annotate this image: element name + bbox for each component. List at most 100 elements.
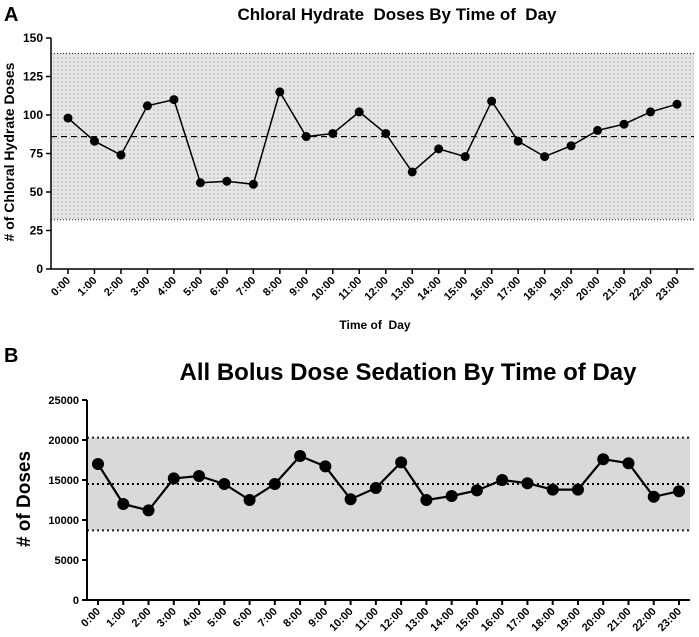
panel-b-data-point xyxy=(521,477,534,490)
panel-b-data-point xyxy=(117,498,130,510)
panel-a-x-tick-label: 4:00 xyxy=(155,275,179,299)
panel-a-data-point xyxy=(513,136,523,146)
panel-b-x-tick-label: 16:00 xyxy=(479,606,507,634)
panel-a-data-point xyxy=(672,99,682,109)
panel-b-data-point xyxy=(597,453,610,466)
panel-b-x-tick-label: 6:00 xyxy=(231,606,255,630)
panel-a-data-point xyxy=(169,95,179,105)
panel-a-x-tick-label: 13:00 xyxy=(389,275,417,303)
panel-a-x-tick-label: 0:00 xyxy=(49,275,73,299)
panel-a-x-tick-label: 16:00 xyxy=(468,275,496,303)
panel-b-chart: B All Bolus Dose Sedation By Time of Day… xyxy=(4,345,690,634)
panel-b-x-tick-label: 1:00 xyxy=(104,606,128,630)
panel-b-data-point xyxy=(167,472,180,485)
panel-b-data-point xyxy=(344,493,357,506)
panel-b-x-tick-label: 8:00 xyxy=(281,606,305,630)
panel-b-data-point xyxy=(142,504,155,517)
panel-a-x-tick-label: 23:00 xyxy=(654,275,682,303)
panel-a-data-point xyxy=(354,107,364,117)
panel-a-data-point xyxy=(593,125,603,135)
panel-a-y-tick-label: 0 xyxy=(36,262,43,276)
panel-b-y-tick-label: 20000 xyxy=(48,435,79,447)
panel-b-x-tick-label: 4:00 xyxy=(180,606,204,630)
panel-a-data-point xyxy=(301,132,311,142)
panel-b-y-tick-label: 15000 xyxy=(48,475,79,487)
panel-b-x-tick-label: 13:00 xyxy=(403,606,431,634)
panel-a-x-tick-label: 15:00 xyxy=(442,275,470,303)
panel-b-x-ticks: 0:00 1:00 2:00 3:00 4:00 5:00 6:00 7:00 8:00 9:00… xyxy=(79,600,684,634)
panel-a-data-point xyxy=(566,141,576,151)
panel-a-y-tick-label: 150 xyxy=(23,31,43,45)
panel-a-letter: A xyxy=(4,4,18,26)
panel-a-series xyxy=(63,87,682,189)
panel-a-x-tick-label: 2:00 xyxy=(102,275,126,299)
panel-b-title: All Bolus Dose Sedation By Time of Day xyxy=(180,359,638,386)
panel-a-x-tick-label: 17:00 xyxy=(495,275,523,303)
panel-a-title: Chloral Hydrate Doses By Time of Day xyxy=(237,5,557,24)
panel-b-data-point xyxy=(420,494,433,506)
panel-b-y-tick-label: 0 xyxy=(73,595,79,607)
panel-b-x-tick-label: 15:00 xyxy=(454,606,482,634)
panel-a-y-tick-label: 75 xyxy=(30,147,44,161)
panel-a-x-tick-label: 8:00 xyxy=(261,275,285,299)
panel-b-data-point xyxy=(369,482,382,494)
panel-b-data-point xyxy=(445,490,458,502)
panel-b-x-tick-label: 22:00 xyxy=(630,606,658,634)
panel-b-data-point xyxy=(268,478,281,490)
panel-a-y-tick-label: 100 xyxy=(23,108,43,122)
panel-b-x-tick-label: 23:00 xyxy=(656,606,684,634)
panel-a-data-point xyxy=(275,87,285,97)
panel-b-series xyxy=(92,450,685,517)
panel-b-x-tick-label: 2:00 xyxy=(130,606,154,630)
panel-a-y-tick-label: 25 xyxy=(30,224,44,238)
panel-a-data-point xyxy=(460,152,470,162)
panel-a-series-line xyxy=(67,90,678,186)
panel-a-y-axis-label: # of Chloral Hydrate Doses xyxy=(1,62,17,241)
panel-a-data-point xyxy=(222,176,232,186)
panel-b-data-point xyxy=(673,485,685,498)
panel-b-data-point xyxy=(571,483,584,496)
panel-b-data-point xyxy=(647,490,660,503)
panel-b-data-point xyxy=(294,450,307,462)
panel-a-data-point xyxy=(142,101,152,111)
panel-b-axes xyxy=(86,400,690,601)
panel-a-x-tick-label: 22:00 xyxy=(627,275,655,303)
panel-a-data-point xyxy=(116,150,126,160)
panel-a-data-point xyxy=(381,128,391,138)
panel-b-data-point xyxy=(243,494,256,506)
panel-a-data-point xyxy=(63,113,73,123)
panel-a-x-tick-label: 9:00 xyxy=(287,275,311,299)
panel-a-chart: A Chloral Hydrate Doses By Time of Day #… xyxy=(1,4,694,332)
panel-b-x-tick-label: 11:00 xyxy=(353,606,381,634)
panel-a-y-tick-label: 50 xyxy=(30,185,44,199)
panel-a-x-tick-label: 18:00 xyxy=(521,275,549,303)
panel-b-x-tick-label: 20:00 xyxy=(580,606,608,634)
panel-a-data-point xyxy=(646,107,656,117)
panel-a-y-ticks: 0 25 50 75 100 125 150 xyxy=(23,31,51,276)
panel-a-data-point xyxy=(619,119,629,129)
panel-a-x-tick-label: 19:00 xyxy=(548,275,576,303)
panel-b-x-tick-label: 0:00 xyxy=(79,606,103,630)
panel-a-x-axis-label: Time of Day xyxy=(339,318,410,332)
panel-a-x-tick-label: 6:00 xyxy=(208,275,232,299)
panel-b-y-tick-label: 10000 xyxy=(48,515,79,527)
panel-b-data-point xyxy=(193,470,206,482)
panel-b-x-tick-label: 21:00 xyxy=(605,606,633,634)
panel-a-x-tick-label: 1:00 xyxy=(76,275,100,299)
panel-b-data-point xyxy=(496,474,509,486)
panel-b-x-tick-label: 5:00 xyxy=(205,606,229,630)
panel-b-data-point xyxy=(546,483,559,496)
panel-a-x-ticks: 0:00 1:00 2:00 3:00 4:00 5:00 6:00 7:00 8:00 9:00… xyxy=(49,269,682,303)
panel-a-data-point xyxy=(540,152,550,162)
panel-b-y-tick-label: 5000 xyxy=(55,555,79,567)
panel-b-y-axis-label: # of Doses xyxy=(14,451,35,547)
panel-a-data-point xyxy=(434,144,444,154)
panel-b-data-point xyxy=(218,478,231,490)
panel-a-y-tick-label: 125 xyxy=(23,70,43,84)
panel-b-y-tick-label: 25000 xyxy=(48,395,79,407)
panel-b-y-ticks: 0 5000 10000 15000 20000 25000 xyxy=(48,395,87,607)
panel-b-data-point xyxy=(92,458,104,470)
panel-a-data-point xyxy=(487,96,497,106)
panel-a-data-point xyxy=(195,178,205,188)
panel-b-x-tick-label: 3:00 xyxy=(155,606,179,630)
